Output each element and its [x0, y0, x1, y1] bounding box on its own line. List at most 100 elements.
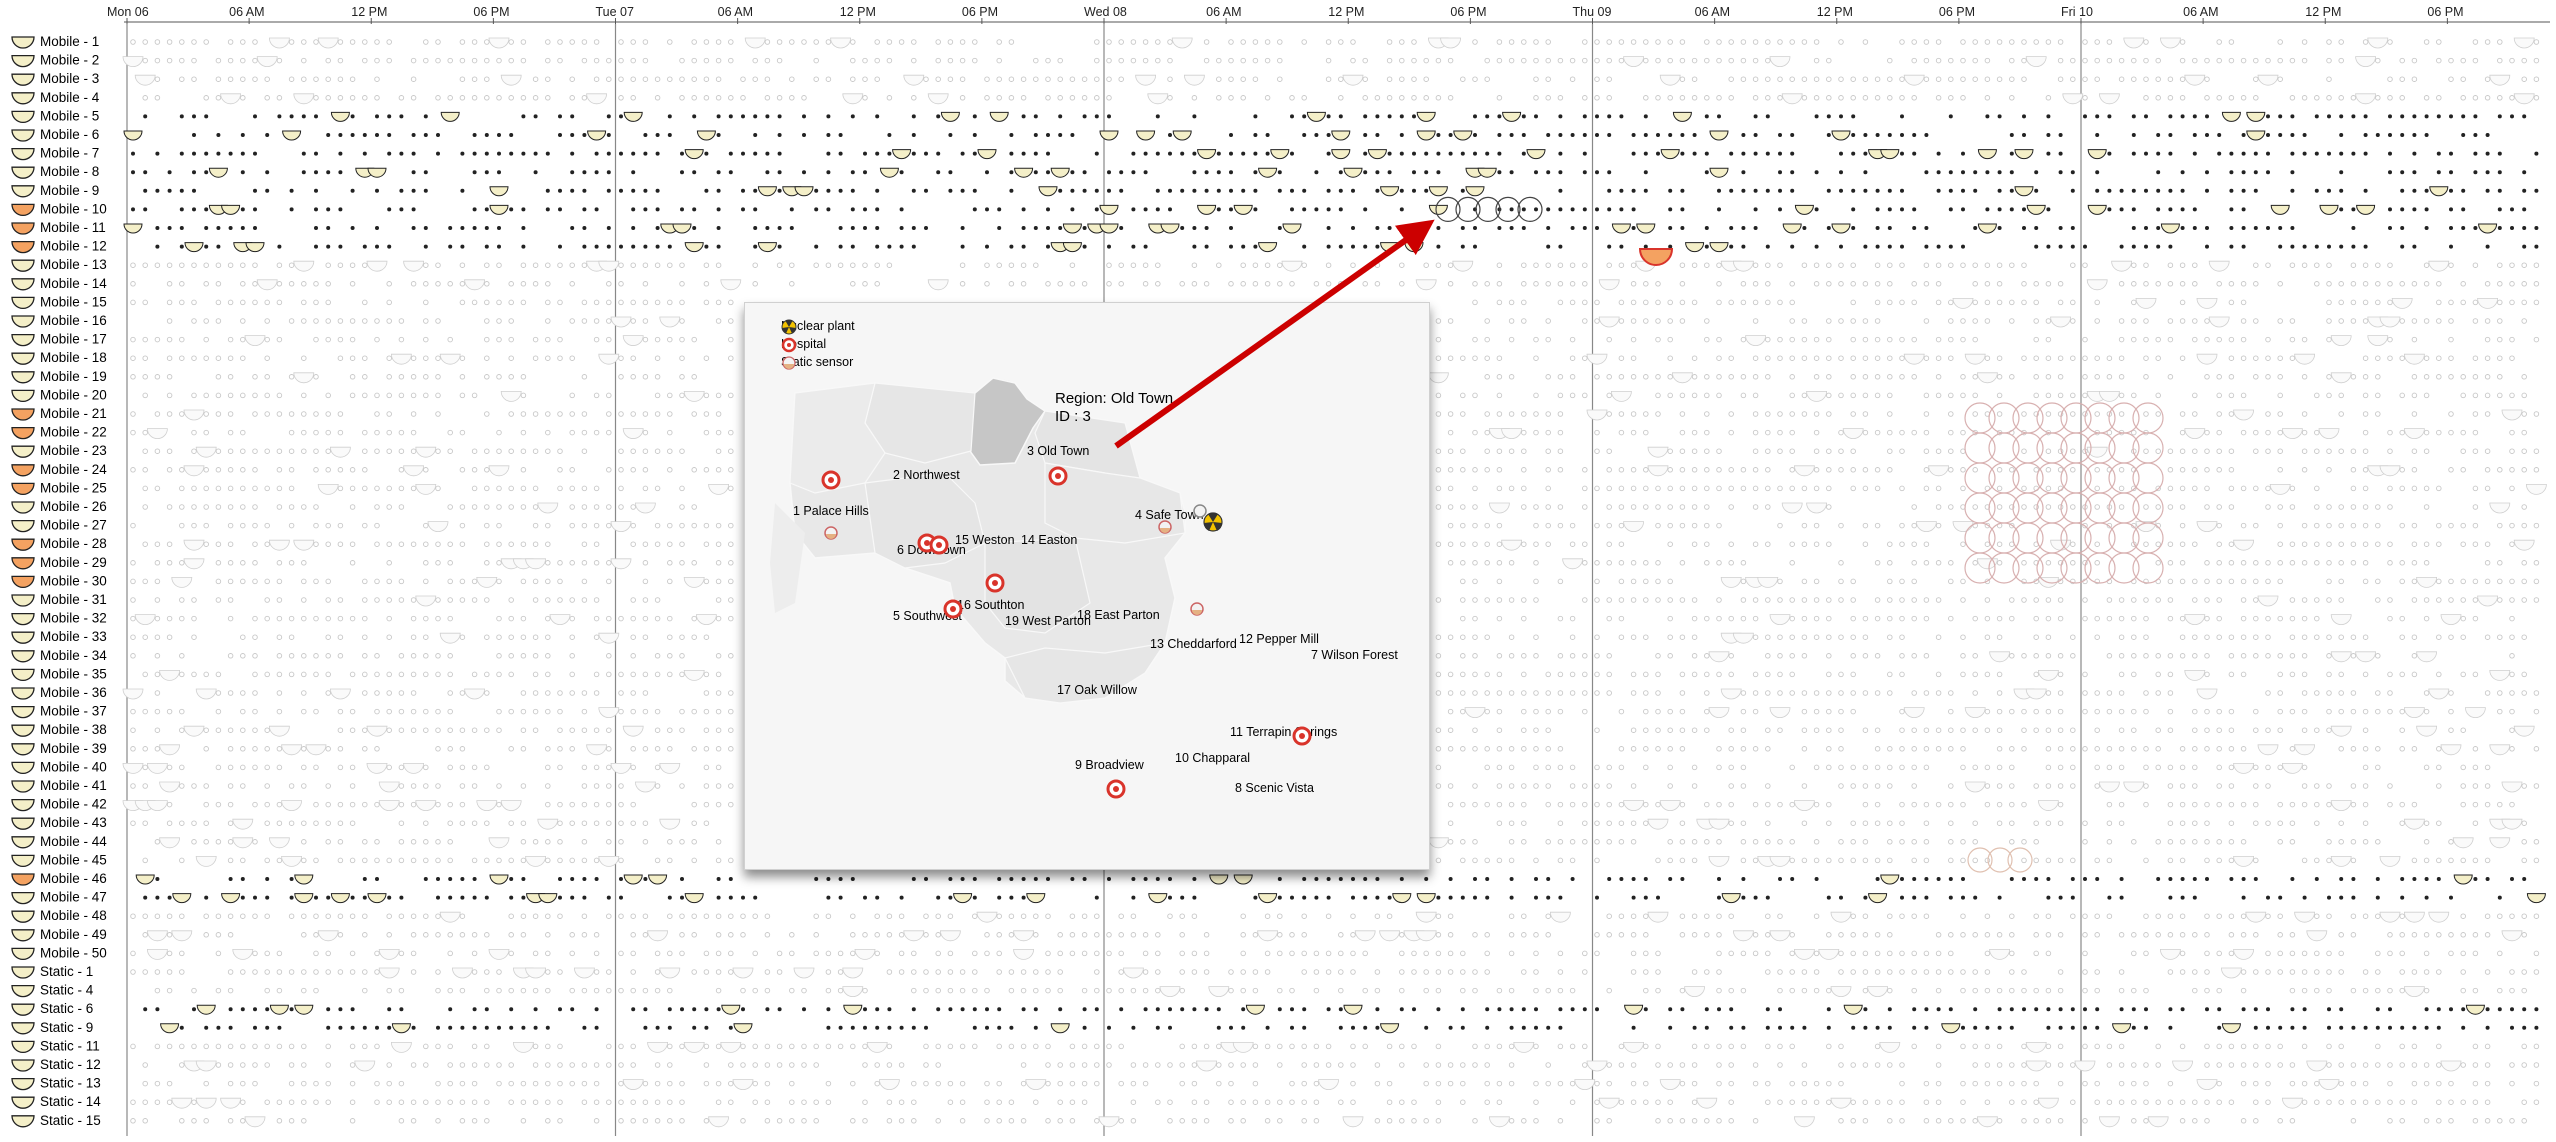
- uncertainty-glyph: [1988, 462, 2020, 494]
- row-label[interactable]: Mobile - 50: [11, 945, 107, 960]
- row-label[interactable]: Mobile - 9: [11, 183, 99, 198]
- row-label[interactable]: Mobile - 14: [11, 276, 107, 291]
- static-sensor-icon[interactable]: [824, 526, 838, 540]
- uncertainty-glyph: [1988, 492, 2020, 524]
- row-label[interactable]: Mobile - 21: [11, 406, 107, 421]
- region-map[interactable]: 3 Old Town 2 Northwest 1 Palace Hills 4 …: [745, 303, 1429, 869]
- hospital-icon[interactable]: [1106, 779, 1126, 799]
- row-label[interactable]: Mobile - 3: [11, 71, 99, 86]
- hospital-icon[interactable]: [929, 535, 949, 555]
- city-map-regions: [770, 377, 1186, 704]
- row-label[interactable]: Mobile - 4: [11, 90, 100, 105]
- row-label[interactable]: Mobile - 45: [11, 852, 107, 867]
- row-label[interactable]: Mobile - 19: [11, 369, 107, 384]
- uncertainty-glyph: [2108, 432, 2140, 464]
- row-label[interactable]: Mobile - 37: [11, 704, 107, 719]
- row-label[interactable]: Static - 13: [11, 1076, 101, 1091]
- row-label[interactable]: Mobile - 11: [11, 220, 106, 235]
- row-label[interactable]: Mobile - 30: [11, 573, 107, 588]
- uncertainty-glyph: [2084, 552, 2116, 584]
- row-label[interactable]: Mobile - 6: [11, 127, 99, 142]
- nuclear-plant-icon[interactable]: [1203, 512, 1223, 532]
- row-label[interactable]: Mobile - 41: [11, 778, 107, 793]
- row-label[interactable]: Mobile - 48: [11, 908, 107, 923]
- row-label[interactable]: Static - 11: [11, 1038, 100, 1053]
- row-label[interactable]: Mobile - 44: [11, 834, 107, 849]
- region-label-4: 4 Safe Town: [1135, 508, 1204, 522]
- region-map-popup[interactable]: 3 Old Town 2 Northwest 1 Palace Hills 4 …: [744, 302, 1430, 870]
- static-sensor-icon[interactable]: [1190, 602, 1204, 616]
- row-label[interactable]: Static - 15: [11, 1113, 101, 1128]
- row-label[interactable]: Mobile - 13: [11, 257, 107, 272]
- row-label[interactable]: Mobile - 29: [11, 555, 107, 570]
- row-label[interactable]: Mobile - 49: [11, 927, 107, 942]
- row-label[interactable]: Mobile - 10: [11, 201, 107, 216]
- row-label[interactable]: Mobile - 31: [11, 592, 107, 607]
- row-label[interactable]: Mobile - 12: [11, 239, 107, 254]
- row-label[interactable]: Mobile - 26: [11, 499, 107, 514]
- row-label[interactable]: Mobile - 47: [11, 890, 107, 905]
- row-label[interactable]: Mobile - 18: [11, 350, 107, 365]
- uncertainty-glyph: [2132, 462, 2164, 494]
- hospital-icon[interactable]: [1292, 726, 1312, 746]
- region-label-10: 10 Chapparal: [1175, 751, 1250, 765]
- row-label[interactable]: Mobile - 42: [11, 797, 107, 812]
- row-label[interactable]: Mobile - 15: [11, 294, 107, 309]
- row-label[interactable]: Mobile - 39: [11, 741, 107, 756]
- row-label[interactable]: Static - 6: [11, 1001, 93, 1016]
- static-sensor-icon[interactable]: [1193, 504, 1207, 518]
- hospital-icon[interactable]: [821, 470, 841, 490]
- row-label[interactable]: Mobile - 46: [11, 871, 107, 886]
- row-label[interactable]: Mobile - 25: [11, 480, 107, 495]
- hospital-icon[interactable]: [943, 599, 963, 619]
- hour-tick-label: 06 PM: [473, 5, 509, 19]
- uncertainty-glyph: [2060, 492, 2092, 524]
- row-label[interactable]: Mobile - 35: [11, 666, 107, 681]
- row-label[interactable]: Mobile - 7: [11, 146, 99, 161]
- row-label[interactable]: Mobile - 43: [11, 815, 107, 830]
- row-label[interactable]: Mobile - 22: [11, 425, 107, 440]
- region-label-11: 11 Terrapin Springs: [1230, 725, 1337, 739]
- static-sensor-markers[interactable]: [824, 504, 1207, 616]
- row-label[interactable]: Static - 4: [11, 983, 94, 998]
- hour-tick-label: 06 AM: [1206, 5, 1241, 19]
- row-label[interactable]: Mobile - 17: [11, 332, 107, 347]
- hospital-icon[interactable]: [985, 573, 1005, 593]
- row-label[interactable]: Mobile - 20: [11, 387, 107, 402]
- row-label[interactable]: Mobile - 5: [11, 108, 99, 123]
- tooltip-region-name: Region: Old Town: [1055, 390, 1173, 407]
- uncertainty-glyph: [1988, 522, 2020, 554]
- row-label[interactable]: Mobile - 24: [11, 462, 107, 477]
- row-label[interactable]: Mobile - 34: [11, 648, 107, 663]
- hospital-icon[interactable]: [1048, 466, 1068, 486]
- row-label[interactable]: Mobile - 27: [11, 518, 107, 533]
- uncertainty-glyph: [1964, 402, 1996, 434]
- uncertainty-glyph: [2132, 432, 2164, 464]
- row-label[interactable]: Mobile - 33: [11, 629, 107, 644]
- row-label[interactable]: Mobile - 32: [11, 611, 107, 626]
- legend-label-nuclear: Nuclear plant: [781, 319, 855, 333]
- row-label[interactable]: Static - 9: [11, 1020, 93, 1035]
- row-label[interactable]: Mobile - 28: [11, 536, 107, 551]
- row-label[interactable]: Mobile - 36: [11, 685, 107, 700]
- row-label[interactable]: Mobile - 8: [11, 164, 99, 179]
- row-label[interactable]: Mobile - 1: [11, 34, 99, 49]
- row-label[interactable]: Static - 14: [11, 1094, 101, 1109]
- row-label[interactable]: Mobile - 23: [11, 443, 107, 458]
- uncertainty-glyph: [1964, 522, 1996, 554]
- day-tick-label: Mon 06: [107, 5, 149, 19]
- uncertainty-glyph: [1455, 196, 1481, 222]
- row-label[interactable]: Mobile - 40: [11, 759, 107, 774]
- uncertainty-glyph: [1988, 552, 2020, 584]
- static-sensor-icon[interactable]: [1158, 520, 1172, 534]
- hour-tick-label: 06 PM: [2427, 5, 2463, 19]
- uncertainty-glyph: [1988, 432, 2020, 464]
- uncertainty-glyph: [2060, 552, 2092, 584]
- hospital-markers[interactable]: [821, 466, 1312, 799]
- row-label[interactable]: Mobile - 2: [11, 53, 99, 68]
- row-label[interactable]: Static - 12: [11, 1057, 101, 1072]
- row-label[interactable]: Mobile - 16: [11, 313, 107, 328]
- row-label[interactable]: Mobile - 38: [11, 722, 107, 737]
- hour-tick-label: 12 PM: [2305, 5, 2341, 19]
- row-label[interactable]: Static - 1: [11, 964, 93, 979]
